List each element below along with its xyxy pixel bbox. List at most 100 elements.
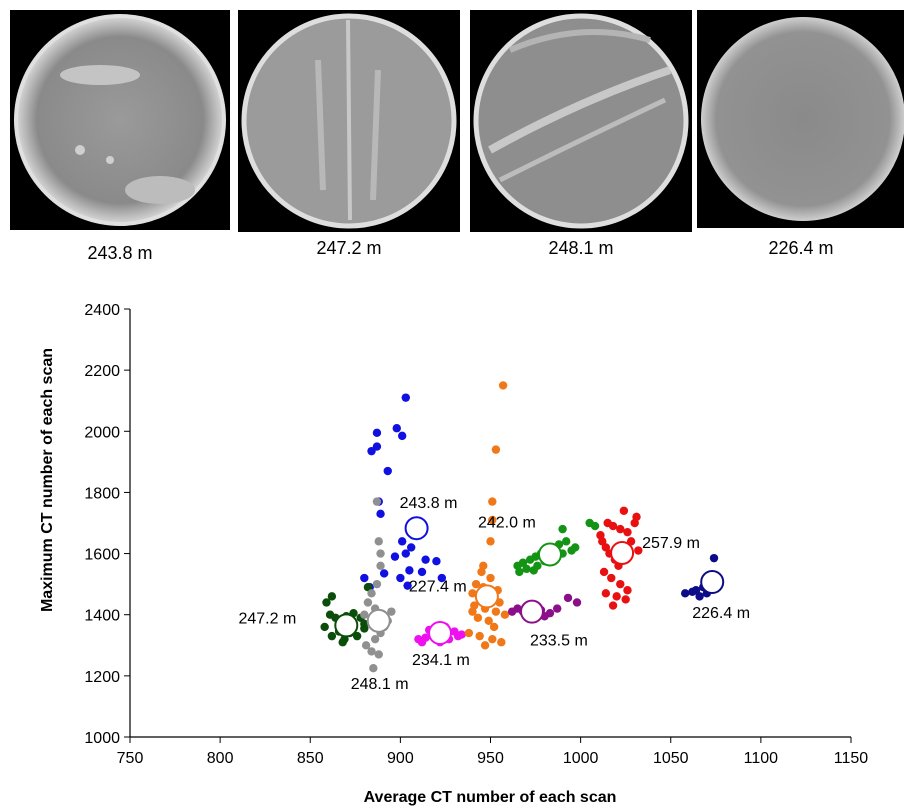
data-point	[376, 509, 385, 519]
data-point	[562, 537, 571, 546]
series-243-8-m	[360, 393, 447, 592]
scan-depth-label-1: 243.8 m	[87, 243, 153, 263]
centroid-marker	[404, 516, 429, 541]
data-point	[488, 634, 497, 644]
data-point	[558, 524, 567, 534]
data-point	[367, 647, 376, 656]
depth-annotation: 257.9 m	[642, 535, 700, 552]
data-point	[616, 524, 625, 534]
data-point	[367, 589, 376, 598]
y-tick-label: 1800	[84, 485, 120, 502]
data-point	[498, 381, 508, 390]
data-point	[515, 567, 524, 577]
x-tick-label: 1000	[563, 750, 599, 767]
data-point	[372, 497, 382, 506]
data-point	[471, 579, 481, 589]
scan-depth-label-3: 248.1 m	[548, 238, 614, 258]
data-point	[590, 521, 600, 531]
data-point	[473, 613, 483, 622]
x-tick-label: 950	[477, 750, 504, 767]
x-tick-label: 800	[207, 750, 234, 767]
y-tick-label: 1200	[84, 669, 120, 686]
data-point	[352, 631, 362, 641]
data-point	[634, 546, 643, 555]
x-tick-label: 900	[387, 750, 414, 767]
data-point	[488, 515, 497, 525]
ct-scan-image-1	[10, 10, 230, 230]
data-point	[695, 592, 704, 601]
y-tick-label: 1000	[84, 730, 120, 747]
data-point	[338, 638, 347, 647]
data-point	[376, 549, 385, 558]
data-point	[529, 566, 538, 575]
data-point	[468, 607, 477, 616]
data-point	[563, 593, 573, 603]
x-axis-title: Average CT number of each scan	[364, 789, 617, 806]
series-234-1-m	[414, 621, 466, 647]
data-point	[680, 589, 690, 598]
data-point	[486, 573, 495, 583]
data-point	[507, 607, 517, 616]
data-point	[612, 592, 621, 601]
data-point	[632, 512, 641, 522]
data-point	[369, 664, 378, 673]
data-point	[475, 631, 484, 641]
data-point	[379, 569, 389, 578]
data-point	[608, 521, 618, 531]
data-point	[370, 634, 380, 644]
data-point	[688, 587, 697, 596]
series-248-1-m	[360, 497, 396, 673]
centroid-marker	[334, 613, 359, 638]
data-point	[360, 610, 369, 619]
data-point	[363, 583, 373, 592]
x-tick-label: 1050	[653, 750, 689, 767]
data-point	[518, 558, 528, 567]
y-tick-label: 1400	[84, 608, 120, 625]
data-point	[596, 531, 605, 540]
data-point	[372, 579, 382, 589]
data-point	[406, 543, 416, 552]
data-point	[437, 573, 447, 583]
data-point	[405, 566, 414, 575]
centroid-marker	[700, 570, 725, 595]
depth-annotation: 226.4 m	[692, 605, 750, 622]
depth-annotation: 243.8 m	[400, 495, 458, 512]
x-tick-label: 850	[297, 750, 324, 767]
data-point	[396, 573, 405, 583]
chart-marks	[320, 381, 725, 673]
data-point	[491, 607, 501, 616]
centroid-marker	[474, 584, 499, 609]
series-226-4-m	[680, 553, 725, 601]
data-point	[360, 619, 369, 629]
centroid-marker	[428, 621, 453, 646]
data-point	[363, 598, 373, 607]
data-point	[403, 581, 412, 590]
data-point	[376, 561, 385, 570]
ct-scan-disc-1	[14, 14, 226, 226]
data-point	[360, 573, 369, 583]
data-point	[397, 537, 407, 546]
data-point	[619, 506, 629, 515]
data-point	[374, 537, 383, 546]
series-233-5-m	[507, 593, 582, 624]
y-tick-label: 2200	[84, 363, 120, 380]
data-point	[361, 641, 371, 650]
chart-axes: 1000 1200 1400 1600 1800 2000 2200 2400 750 800 85…	[84, 302, 868, 767]
x-tick-label: 1100	[744, 750, 779, 767]
data-point	[623, 527, 632, 537]
data-point	[392, 424, 401, 433]
data-point	[497, 638, 506, 647]
x-tick-label: 1150	[834, 750, 869, 767]
data-point	[608, 601, 618, 610]
data-point	[383, 466, 392, 476]
data-point	[397, 431, 407, 441]
scan-depth-label-4: 226.4 m	[768, 238, 834, 258]
data-point	[417, 567, 427, 577]
data-point	[432, 557, 441, 566]
ct-scan-image-2	[238, 10, 460, 232]
data-point	[621, 595, 630, 604]
data-point	[522, 564, 531, 574]
y-tick-label: 1600	[84, 547, 120, 564]
scatter-chart: 1000 1200 1400 1600 1800 2000 2200 2400 750 800 85…	[39, 302, 868, 806]
